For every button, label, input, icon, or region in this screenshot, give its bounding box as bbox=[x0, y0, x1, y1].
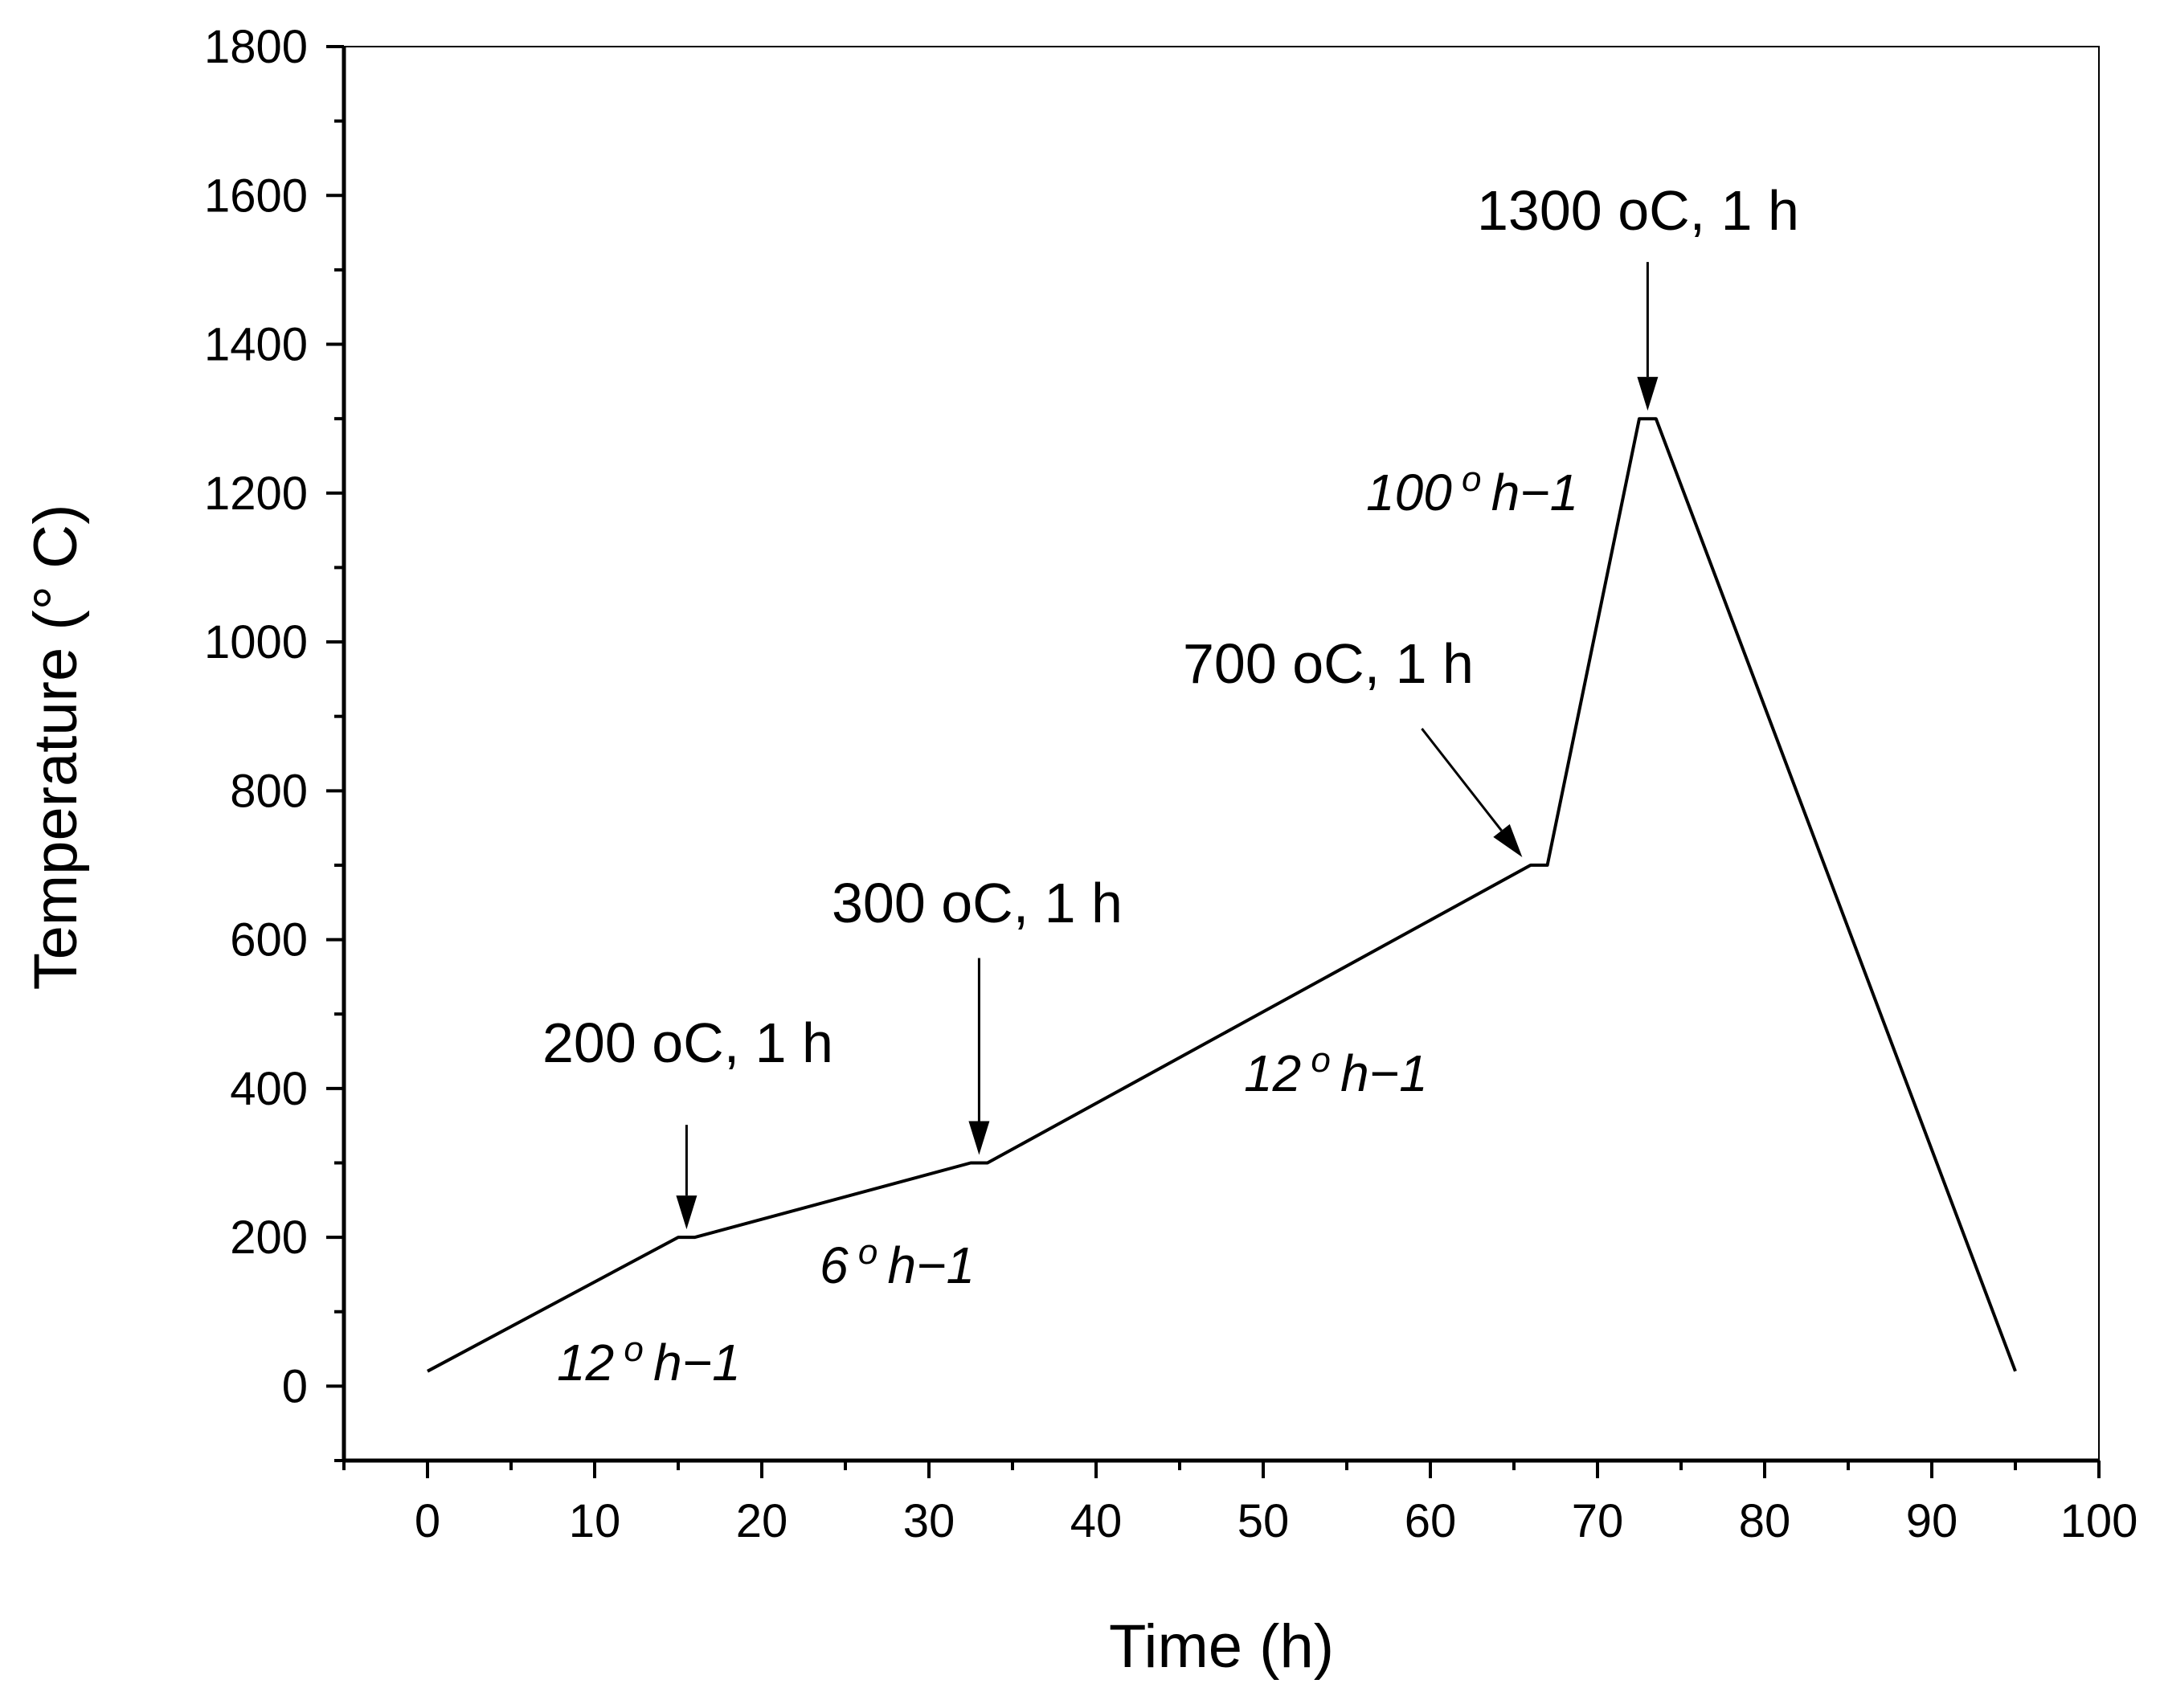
y-tick-label-400: 400 bbox=[230, 1063, 308, 1115]
rate-label-4: 100 o h−1 bbox=[1366, 460, 1578, 521]
annotation-300: 300 oC, 1 h bbox=[832, 872, 1123, 934]
annotation-700-unit: oC, 1 h bbox=[1292, 632, 1474, 695]
rate-label-4-unit: h−1 bbox=[1491, 464, 1579, 521]
y-tick-label-1400: 1400 bbox=[204, 319, 308, 371]
arrow-head bbox=[1637, 377, 1659, 411]
x-tick-label-30: 30 bbox=[903, 1495, 955, 1547]
y-tick-label-1800: 1800 bbox=[204, 21, 308, 73]
arrow-hold-300 bbox=[968, 958, 990, 1155]
arrow-shaft bbox=[1421, 728, 1503, 832]
arrow-head bbox=[676, 1195, 698, 1230]
y-tick-label-1200: 1200 bbox=[204, 468, 308, 520]
annotation-1300: 1300 oC, 1 h bbox=[1477, 179, 1799, 242]
y-axis-title: Temperature (° C) bbox=[22, 505, 90, 991]
arrow-head bbox=[968, 1121, 990, 1155]
rate-label-3-value: 12 bbox=[1244, 1044, 1301, 1102]
rate-label-2-unit: h−1 bbox=[888, 1236, 976, 1294]
y-tick-label-600: 600 bbox=[230, 914, 308, 966]
arrow-hold-1300 bbox=[1637, 262, 1659, 411]
y-tick-label-1000: 1000 bbox=[204, 616, 308, 668]
x-tick-label-70: 70 bbox=[1572, 1495, 1624, 1547]
x-tick-label-40: 40 bbox=[1070, 1495, 1123, 1547]
x-tick-label-50: 50 bbox=[1238, 1495, 1290, 1547]
x-tick-label-60: 60 bbox=[1405, 1495, 1457, 1547]
annotation-200: 200 oC, 1 h bbox=[542, 1011, 833, 1074]
rate-label-1-value: 12 bbox=[557, 1334, 614, 1391]
rate-label-3: 12 o h−1 bbox=[1244, 1040, 1428, 1102]
annotation-arrows bbox=[676, 262, 1659, 1230]
rate-label-4-value: 100 bbox=[1366, 464, 1452, 521]
x-tick-label-90: 90 bbox=[1906, 1495, 1958, 1547]
rate-label-1: 12 o h−1 bbox=[557, 1330, 741, 1391]
x-tick-label-20: 20 bbox=[736, 1495, 788, 1547]
annotation-1300-value: 1300 bbox=[1477, 179, 1602, 242]
x-tick-label-80: 80 bbox=[1739, 1495, 1791, 1547]
y-tick-label-200: 200 bbox=[230, 1212, 308, 1264]
x-tick-label-10: 10 bbox=[569, 1495, 621, 1547]
annotation-200-unit: oC, 1 h bbox=[652, 1011, 833, 1074]
rate-label-2-value: 6 bbox=[820, 1236, 849, 1294]
x-tick-label-0: 0 bbox=[415, 1495, 440, 1547]
annotation-1300-unit: oC, 1 h bbox=[1618, 179, 1799, 242]
series-layer bbox=[427, 417, 2017, 1373]
annotation-300-unit: oC, 1 h bbox=[941, 872, 1123, 934]
rate-label-2: 6 o h−1 bbox=[820, 1232, 975, 1294]
y-tick-label-800: 800 bbox=[230, 765, 308, 817]
arrow-hold-200 bbox=[676, 1125, 698, 1230]
arrow-hold-700 bbox=[1421, 728, 1523, 857]
axes: 0 10 20 30 40 50 60 70 80 90 100020040060080010001… bbox=[204, 21, 2138, 1547]
y-tick-label-0: 0 bbox=[282, 1360, 308, 1412]
x-tick-label-100: 100 bbox=[2060, 1495, 2138, 1547]
arrow-head bbox=[1493, 823, 1523, 857]
rate-label-3-unit: h−1 bbox=[1340, 1044, 1428, 1102]
y-tick-label-1600: 1600 bbox=[204, 170, 308, 222]
rate-label-1-unit: h−1 bbox=[653, 1334, 741, 1391]
annotation-700-value: 700 bbox=[1183, 632, 1277, 695]
x-axis-title: Time (h) bbox=[1109, 1612, 1334, 1681]
series-line-0 bbox=[427, 417, 2017, 1373]
annotation-700: 700 oC, 1 h bbox=[1183, 632, 1474, 695]
annotation-200-value: 200 bbox=[542, 1011, 636, 1074]
annotation-300-value: 300 bbox=[832, 872, 926, 934]
